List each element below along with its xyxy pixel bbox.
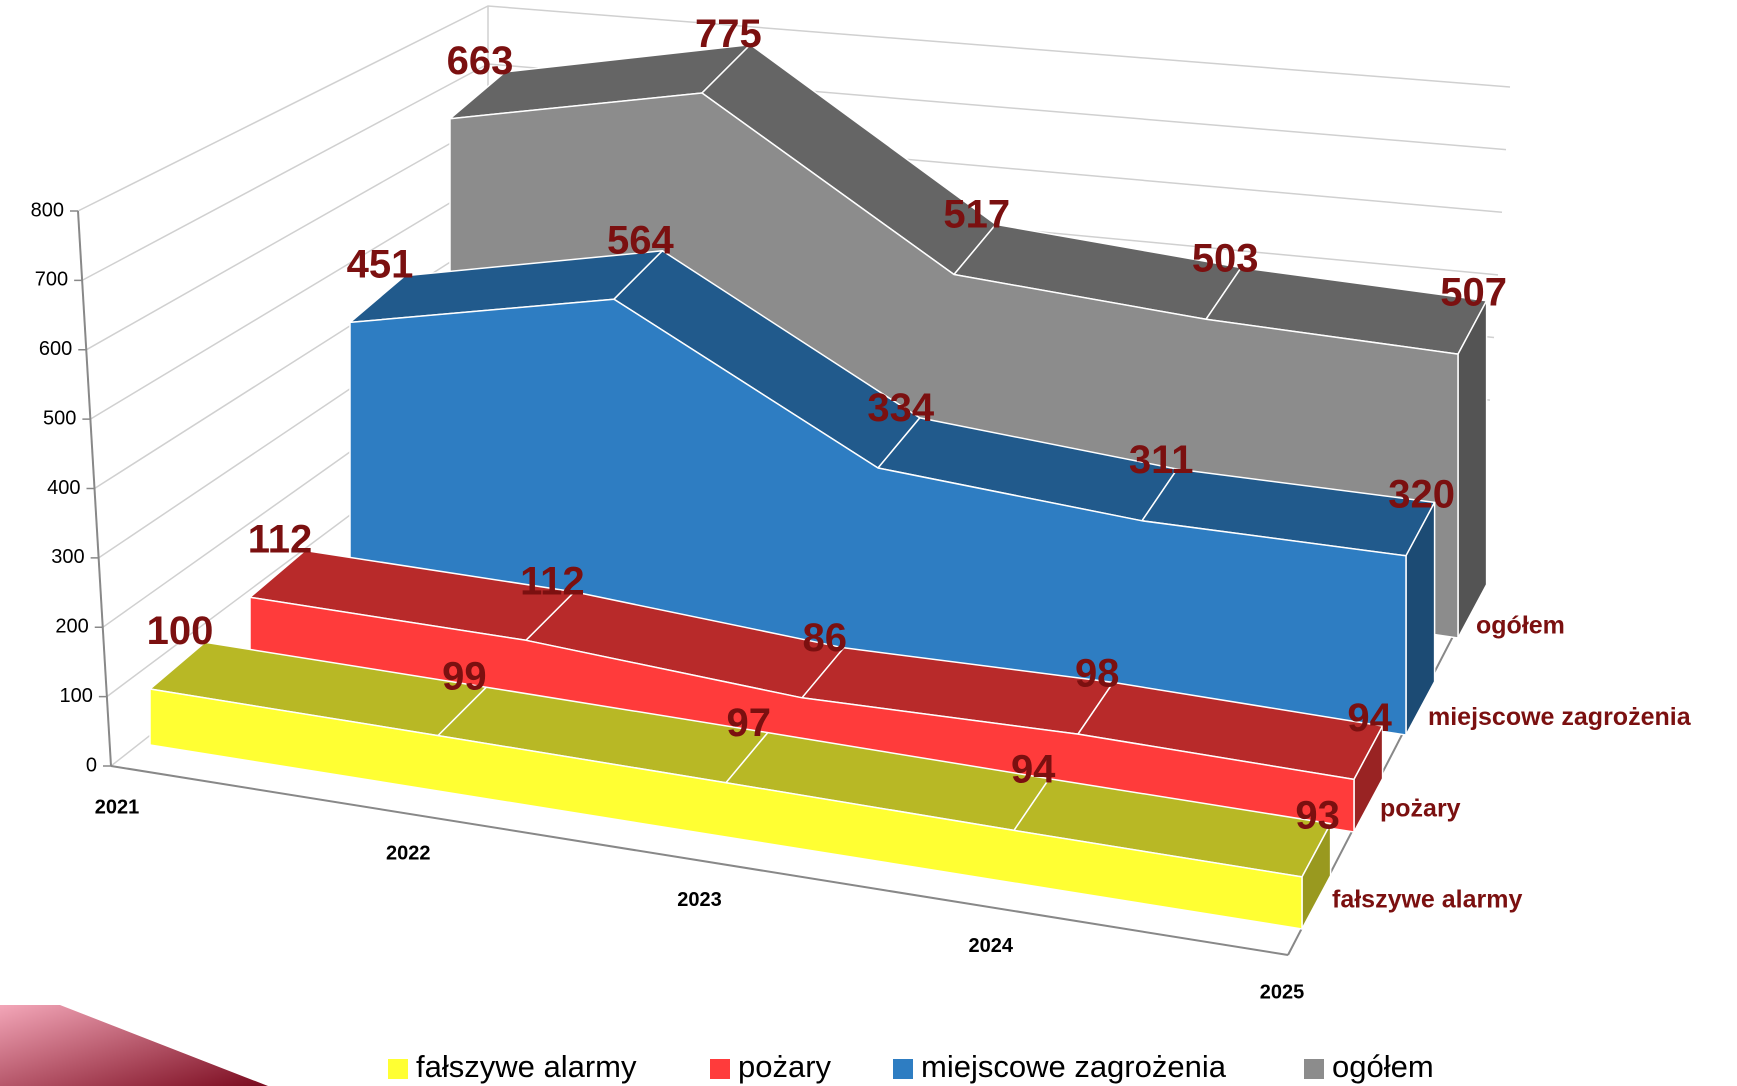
x-tick-label: 2025 — [1260, 981, 1305, 1003]
data-label: 94 — [1347, 696, 1392, 740]
y-tick-label: 300 — [51, 546, 84, 568]
data-label: 112 — [248, 517, 313, 561]
data-label: 94 — [1011, 748, 1056, 792]
data-label: 112 — [520, 559, 585, 603]
depth-label: pożary — [1380, 794, 1461, 822]
data-label: 451 — [347, 243, 414, 287]
x-tick-label: 2023 — [677, 889, 722, 911]
y-tick-label: 100 — [60, 685, 93, 707]
area-side — [1458, 301, 1487, 638]
data-label: 100 — [147, 609, 214, 653]
legend-label: miejscowe zagrożenia — [921, 1049, 1227, 1084]
y-tick-label: 500 — [43, 407, 76, 429]
depth-label: fałszywe alarmy — [1332, 886, 1522, 914]
data-label: 98 — [1075, 651, 1120, 695]
legend-label: fałszywe alarmy — [416, 1049, 637, 1084]
legend-label: ogółem — [1332, 1049, 1434, 1084]
depth-label: ogółem — [1476, 612, 1565, 640]
y-tick-label: 400 — [47, 477, 80, 499]
data-label: 663 — [447, 39, 514, 83]
data-label: 775 — [695, 12, 762, 56]
chart: 0 100 200 300 400 500 600 700 800 663 775 517 503 507… — [0, 0, 1737, 1086]
y-tick-label: 700 — [35, 269, 68, 291]
data-label: 93 — [1295, 793, 1340, 837]
data-label: 507 — [1440, 271, 1507, 315]
legend-label: pożary — [738, 1049, 832, 1084]
x-tick-label: 2022 — [386, 843, 431, 865]
decoration — [0, 1005, 268, 1086]
data-label: 517 — [943, 193, 1010, 237]
y-tick-label: 200 — [55, 616, 88, 638]
legend-swatch — [388, 1059, 408, 1079]
x-tick-label: 2021 — [95, 796, 140, 818]
data-label: 97 — [727, 701, 772, 745]
data-label: 86 — [803, 616, 848, 660]
data-label: 503 — [1192, 237, 1259, 281]
data-label: 334 — [867, 386, 934, 430]
data-label: 99 — [442, 655, 487, 699]
y-axis — [78, 211, 111, 766]
legend-swatch — [710, 1059, 730, 1079]
data-label: 320 — [1388, 472, 1455, 516]
y-tick-label: 600 — [39, 338, 72, 360]
y-tick-label: 800 — [31, 199, 64, 221]
y-tick-label: 0 — [86, 754, 97, 776]
data-label: 311 — [1129, 438, 1194, 482]
plot: 0 100 200 300 400 500 600 700 800 663 775 517 503 507… — [31, 6, 1692, 1084]
legend-swatch — [893, 1059, 913, 1079]
depth-label: miejscowe zagrożenia — [1428, 703, 1692, 731]
legend-swatch — [1304, 1059, 1324, 1079]
x-tick-label: 2024 — [969, 935, 1014, 957]
data-label: 564 — [607, 218, 674, 262]
